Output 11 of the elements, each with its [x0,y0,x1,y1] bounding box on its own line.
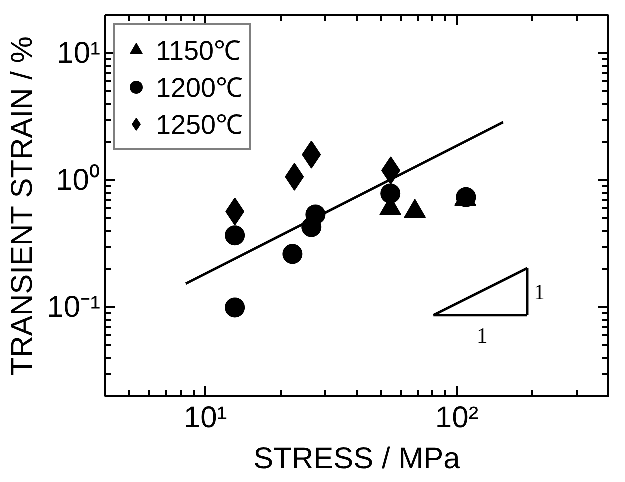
legend-label: 1150℃ [156,35,242,68]
y-tick-label: 10¹ [57,37,101,70]
y-axis-title: TRANSIENT STRAIN / % [6,36,40,376]
legend-label: 1250℃ [156,109,244,142]
y-tick-label: 10⁰ [56,164,101,198]
y-tick-label: 10⁻¹ [47,291,101,324]
x-axis-title: STRESS / MPa [254,442,461,476]
legend-label: 1200℃ [156,72,244,105]
annotation: 1 [534,280,545,304]
annotation: 1 [476,322,488,348]
x-tick-label: 10² [435,402,479,434]
